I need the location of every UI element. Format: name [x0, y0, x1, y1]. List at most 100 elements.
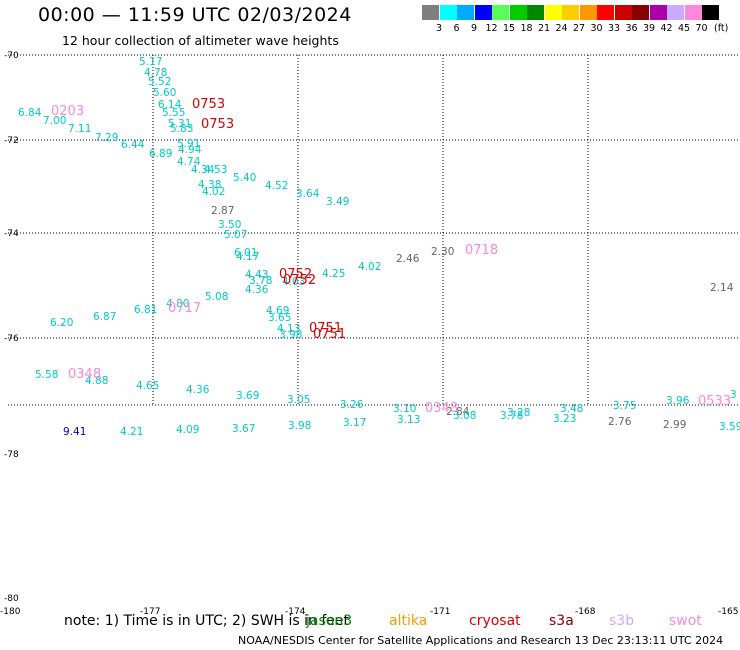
wave-height-value: 3.69 — [236, 390, 260, 402]
wave-height-value: 5.55 — [162, 107, 186, 119]
wave-height-value: 4.36 — [186, 384, 210, 396]
wave-height-value: 3.26 — [340, 399, 364, 411]
wave-height-value: 5.60 — [153, 87, 177, 99]
wave-height-value: 3 — [730, 389, 737, 401]
pass-time-label: 0751 — [313, 327, 347, 342]
wave-height-value: 3.50 — [218, 219, 242, 231]
legend-swatch — [649, 5, 667, 20]
wave-height-value: 3.64 — [296, 188, 320, 200]
legend-swatch — [457, 5, 474, 20]
wave-height-value: 2.87 — [211, 205, 235, 217]
wave-height-value: 4.43 — [245, 269, 269, 281]
longitude-label: -177 — [140, 607, 161, 617]
wave-height-value: 2.76 — [608, 416, 632, 428]
pass-time-label: 0717 — [168, 301, 202, 316]
legend-swatch — [632, 5, 649, 20]
latitude-label: -72 — [4, 136, 19, 146]
latitude-label: -76 — [4, 334, 19, 344]
wave-height-value: 4.69 — [266, 305, 290, 317]
wave-height-value: 6.81 — [134, 304, 158, 316]
wave-height-value: 6.20 — [50, 317, 74, 329]
wave-height-value: 5.52 — [148, 76, 172, 88]
wave-height-value: 5.40 — [233, 172, 257, 184]
pass-time-label: 0752 — [283, 273, 317, 288]
legend-label: 33 — [607, 23, 621, 34]
legend-swatch — [439, 5, 457, 20]
wave-height-value: 2.46 — [396, 253, 420, 265]
wave-height-value: 7.11 — [68, 123, 92, 135]
wave-height-value: 6.87 — [93, 311, 117, 323]
legend-swatch — [579, 5, 597, 20]
legend-label: 12 — [485, 23, 498, 34]
legend-label: 15 — [502, 23, 516, 34]
wave-height-value: 5.07 — [224, 229, 248, 241]
legend-label: 42 — [660, 23, 673, 34]
wave-height-value: 6.89 — [149, 148, 173, 160]
legend-swatch — [667, 5, 684, 20]
wave-height-value: 6.84 — [18, 107, 42, 119]
wave-height-value: 4.74 — [177, 156, 201, 168]
wave-height-value: 6.44 — [121, 139, 145, 151]
wave-height-value: 9.41 — [63, 426, 87, 438]
wave-height-value: 3.10 — [393, 403, 417, 415]
legend-label: 21 — [537, 23, 551, 34]
legend-label: 9 — [470, 23, 478, 34]
pass-time-label: 0753 — [201, 117, 235, 132]
satellite-legend-item: s3b — [609, 613, 635, 629]
wave-height-value: 4.52 — [265, 180, 289, 192]
wave-height-value: 4.13 — [277, 323, 301, 335]
wave-height-value: 6.01 — [234, 247, 258, 259]
legend-label: 39 — [642, 23, 656, 34]
legend-swatch — [492, 5, 509, 20]
legend-label: 3 — [435, 23, 443, 34]
wave-height-value: 4.94 — [178, 144, 202, 156]
wave-height-value: 3.75 — [613, 400, 637, 412]
satellite-legend-item: swot — [669, 613, 702, 629]
map-subtitle: 12 hour collection of altimeter wave hei… — [62, 33, 339, 48]
wave-height-value: 5.83 — [170, 123, 194, 135]
wave-height-value: 4.02 — [202, 186, 226, 198]
wave-height-value: 3.67 — [232, 423, 256, 435]
wave-height-value: 3.65 — [268, 312, 292, 324]
pass-time-label: 0533 — [698, 394, 732, 409]
legend-label: 30 — [590, 23, 603, 34]
latitude-label: -70 — [4, 51, 19, 61]
legend-label: 6 — [453, 23, 460, 34]
wave-height-value: 3.98 — [288, 420, 312, 432]
wave-height-value: 3.17 — [343, 417, 367, 429]
longitude-label: -168 — [575, 607, 596, 617]
credit-line: NOAA/NESDIS Center for Satellite Applica… — [238, 634, 724, 647]
legend-swatch — [562, 5, 579, 20]
satellite-legend-item: jason3 — [306, 613, 353, 629]
wave-height-value: 3.23 — [553, 413, 577, 425]
wave-height-value: 5.58 — [35, 369, 59, 381]
wave-height-value: 3.48 — [560, 403, 584, 415]
wave-height-value: 4.17 — [236, 251, 260, 263]
legend-label: 24 — [555, 23, 568, 34]
wave-height-value: 2.30 — [431, 246, 455, 258]
wave-height-value: 4.78 — [144, 67, 168, 79]
wave-height-value: 3.13 — [397, 414, 421, 426]
latitude-label: -80 — [4, 594, 19, 604]
legend-label: 27 — [572, 23, 586, 34]
wave-height-value: 2.14 — [710, 282, 734, 294]
legend-label: 45 — [677, 23, 691, 34]
pass-time-label: 0348 — [425, 401, 459, 416]
pass-time-label: 0753 — [192, 97, 226, 112]
wave-height-value: 3.98 — [279, 329, 303, 341]
wave-height-value: 3.78 — [500, 410, 524, 422]
wave-height-value: 4.65 — [136, 380, 160, 392]
wave-height-value: 3.05 — [287, 394, 311, 406]
wave-height-value: 4.25 — [322, 268, 346, 280]
pass-time-label: 0752 — [279, 267, 313, 282]
wave-height-value: 3.08 — [453, 410, 477, 422]
wave-height-value: 4.88 — [85, 375, 109, 387]
wave-height-value: 5.31 — [168, 118, 192, 130]
wave-height-value: 3.78 — [249, 275, 273, 287]
legend-unit: (ft) — [714, 23, 729, 34]
legend-swatch — [509, 5, 527, 20]
legend-swatch — [474, 5, 492, 20]
legend-swatch — [597, 5, 614, 20]
legend-swatch — [422, 5, 439, 20]
